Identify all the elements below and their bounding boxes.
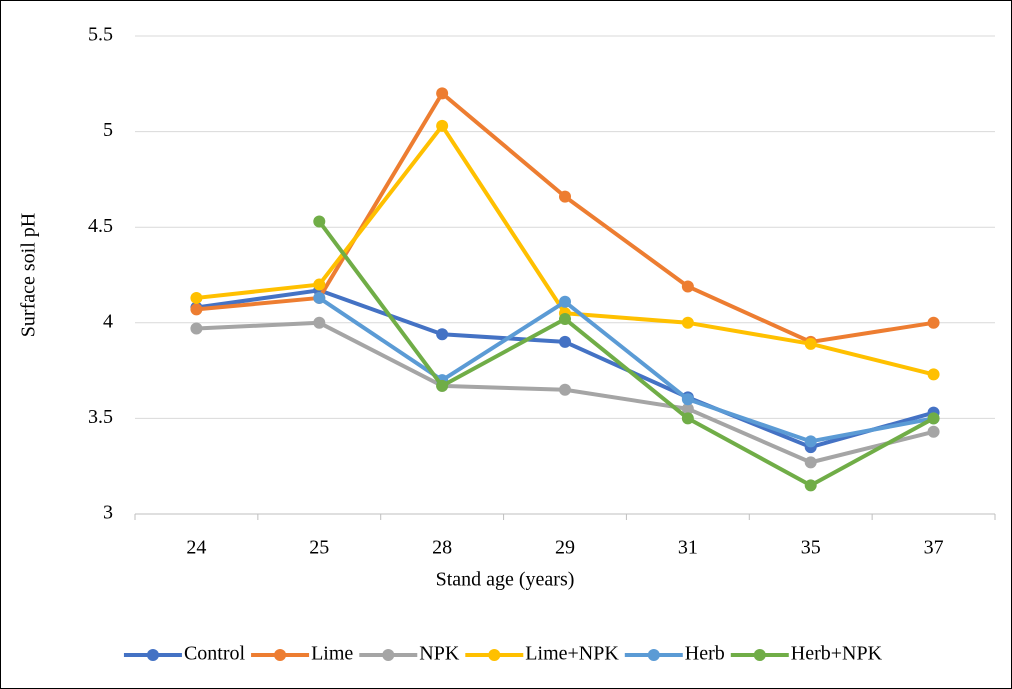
point [927,412,940,425]
point [559,335,571,348]
point [681,402,694,415]
x-tick-label: 29 [555,537,575,559]
point [190,291,203,304]
point [804,456,817,469]
legend-marker [146,649,159,661]
point [927,368,940,381]
y-tick-label: 5 [103,119,113,141]
point [313,278,326,291]
x-axis-label: Stand age (years) [436,569,575,591]
point [681,280,694,293]
y-axis-label: Surface soil pH [18,213,40,337]
y-tick-label: 5.5 [88,24,113,46]
series-line [318,296,934,444]
y-tick-label: 4 [103,310,113,332]
point [681,316,694,329]
point [436,87,449,100]
legend-marker [647,649,660,661]
y-tick-label: 4.5 [88,215,113,237]
point [436,379,449,392]
legend-label: Herb [685,643,725,665]
point [190,322,203,335]
legend-marker [382,649,395,661]
legend-marker [488,649,501,661]
point [804,435,817,448]
legend-marker [274,649,287,661]
x-tick-label: 28 [432,537,452,559]
y-tick-label: 3 [103,502,113,524]
point [436,119,449,132]
legend-label: Herb+NPK [791,643,883,665]
y-tick-label: 3.5 [88,406,113,428]
point [559,295,571,308]
point [559,312,571,325]
point [804,479,817,492]
point [927,425,940,438]
x-tick-label: 35 [801,537,821,559]
point [681,393,694,406]
point [190,303,203,316]
point [313,291,326,304]
point [559,190,571,203]
x-tick-label: 25 [309,537,329,559]
point [559,383,571,396]
legend-label: Control [184,643,246,665]
point [681,412,694,425]
x-tick-label: 31 [678,537,698,559]
point [313,316,326,329]
legend-label: Lime+NPK [525,643,619,665]
x-tick-label: 24 [186,537,206,559]
point [804,337,817,350]
point [927,316,940,329]
legend-label: Lime [311,643,353,665]
legend-marker [753,649,766,661]
point [313,215,326,228]
point [436,328,449,341]
series-line [317,220,935,488]
legend-label: NPK [419,643,460,665]
x-tick-label: 37 [924,537,944,559]
